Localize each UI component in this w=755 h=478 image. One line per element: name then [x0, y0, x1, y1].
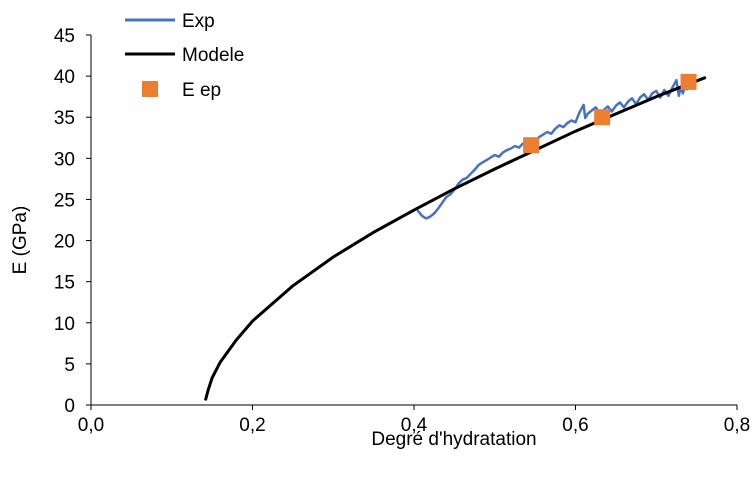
- tick-labels: 0 5 10 15 20 25 30 35 40 45 0,0 0,2 0,4 0,6 0,8: [54, 26, 750, 436]
- series-marker-e-ep: [594, 109, 611, 126]
- legend-label: Exp: [182, 11, 215, 32]
- legend-swatch: [142, 81, 158, 97]
- x-tick-label: 0,8: [724, 415, 750, 436]
- legend-label: E ep: [182, 80, 221, 101]
- series-line-modele: [204, 76, 707, 401]
- y-tick-label: 40: [54, 67, 75, 88]
- x-tick-label: 0,0: [78, 415, 104, 436]
- y-tick-label: 10: [54, 314, 75, 335]
- legend: Exp Modele E ep: [125, 11, 244, 101]
- x-tick-label: 0,4: [401, 415, 428, 436]
- y-tick-label: 25: [54, 190, 75, 211]
- y-axis-title: E (GPa): [10, 206, 31, 275]
- series-line-exp: [416, 78, 689, 220]
- x-axis-title: Degré d'hydratation: [371, 429, 536, 450]
- y-tick-label: 35: [54, 108, 75, 129]
- y-tick-label: 0: [64, 396, 75, 417]
- series-marker-e-ep: [523, 137, 540, 154]
- plot-area: [204, 73, 707, 401]
- y-tick-label: 30: [54, 149, 75, 170]
- x-tick-label: 0,6: [562, 415, 588, 436]
- y-tick-label: 20: [54, 232, 75, 253]
- y-tick-label: 15: [54, 273, 75, 294]
- axes: [86, 34, 738, 410]
- x-tick-label: 0,2: [239, 415, 265, 436]
- series-marker-e-ep: [680, 73, 697, 90]
- y-tick-label: 5: [64, 355, 75, 376]
- y-tick-label: 45: [54, 26, 75, 47]
- legend-label: Modele: [182, 45, 244, 66]
